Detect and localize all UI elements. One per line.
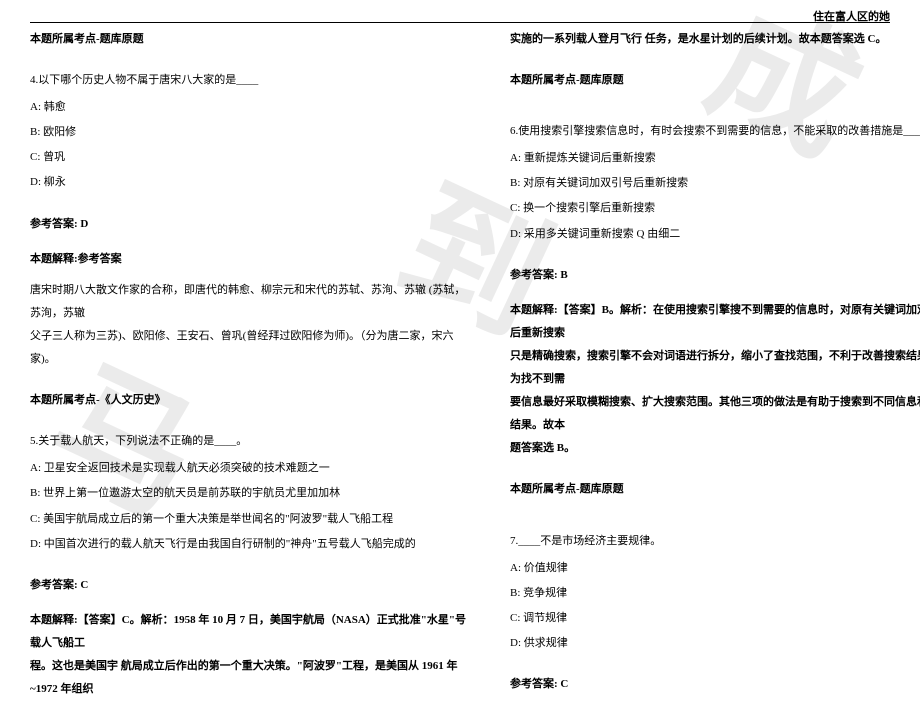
q4-explain-2: 父子三人称为三苏)、欧阳修、王安石、曾巩(曾经拜过欧阳修为师)。（分为唐二家，宋… xyxy=(30,325,470,371)
q6-answer: 参考答案: B xyxy=(510,264,920,287)
q4-answer: 参考答案: D xyxy=(30,213,470,236)
q5-option-b: B: 世界上第一位遨游太空的航天员是前苏联的宇航员尤里加加林 xyxy=(30,482,470,505)
left-column: 本题所属考点-题库原题 4.以下哪个历史人物不属于唐宋八大家的是____ A: … xyxy=(30,28,470,701)
q6-option-c: C: 换一个搜索引擎后重新搜索 xyxy=(510,197,920,220)
q6-explain-2: 只是精确搜索，搜索引擎不会对词语进行拆分，缩小了查找范围，不利于改善搜索结果，因… xyxy=(510,345,920,391)
q4-option-d: D: 柳永 xyxy=(30,171,470,194)
q7-option-c: C: 调节规律 xyxy=(510,607,920,630)
q6-option-a: A: 重新提炼关键词后重新搜索 xyxy=(510,147,920,170)
q7-answer: 参考答案: C xyxy=(510,673,920,696)
q6-text: 6.使用搜索引擎搜索信息时，有时会搜索不到需要的信息，不能采取的改善措施是___… xyxy=(510,120,920,143)
q7-text: 7.____不是市场经济主要规律。 xyxy=(510,530,920,553)
q4-option-a: A: 韩愈 xyxy=(30,96,470,119)
q5-answer: 参考答案: C xyxy=(30,574,470,597)
top-divider xyxy=(30,22,890,23)
topic-label: 本题所属考点-题库原题 xyxy=(30,28,470,51)
q4-text: 4.以下哪个历史人物不属于唐宋八大家的是____ xyxy=(30,69,470,92)
q5-cont: 实施的一系列载人登月飞行 任务，是水星计划的后续计划。故本题答案选 C。 xyxy=(510,28,920,51)
right-column: 实施的一系列载人登月飞行 任务，是水星计划的后续计划。故本题答案选 C。 本题所… xyxy=(510,28,920,701)
q7-option-a: A: 价值规律 xyxy=(510,557,920,580)
q6-category: 本题所属考点-题库原题 xyxy=(510,478,920,501)
q4-explain-1: 唐宋时期八大散文作家的合称，即唐代的韩愈、柳宗元和宋代的苏轼、苏洵、苏辙 (苏轼… xyxy=(30,279,470,325)
q5-option-d: D: 中国首次进行的载人航天飞行是由我国自行研制的"神舟"五号载人飞船完成的 xyxy=(30,533,470,556)
q7-option-d: D: 供求规律 xyxy=(510,632,920,655)
q5-explain-2: 程。这也是美国宇 航局成立后作出的第一个重大决策。"阿波罗"工程，是美国从 19… xyxy=(30,655,470,701)
q5-text: 5.关于载人航天，下列说法不正确的是____。 xyxy=(30,430,470,453)
q6-option-d: D: 采用多关键词重新搜索 Q 由细二 xyxy=(510,223,920,246)
q4-category: 本题所属考点-《人文历史》 xyxy=(30,389,470,412)
page-container: 本题所属考点-题库原题 4.以下哪个历史人物不属于唐宋八大家的是____ A: … xyxy=(30,28,920,701)
q5-option-a: A: 卫星安全返回技术是实现载人航天必须突破的技术难题之一 xyxy=(30,457,470,480)
q7-option-b: B: 竞争规律 xyxy=(510,582,920,605)
q6-explain-1: 本题解释:【答案】B。解析：在使用搜索引擎搜不到需要的信息时，对原有关键词加双引… xyxy=(510,299,920,345)
q6-explain-3: 要信息最好采取模糊搜索、扩大搜索范围。其他三项的做法是有助于搜索到不同信息和更多… xyxy=(510,391,920,437)
q5-option-c: C: 美国宇航局成立后的第一个重大决策是举世闻名的"阿波罗"载人飞船工程 xyxy=(30,508,470,531)
q4-option-c: C: 曾巩 xyxy=(30,146,470,169)
q6-option-b: B: 对原有关键词加双引号后重新搜索 xyxy=(510,172,920,195)
q4-explain-label: 本题解释:参考答案 xyxy=(30,248,470,271)
q6-explain-4: 题答案选 B。 xyxy=(510,437,920,460)
q5-category: 本题所属考点-题库原题 xyxy=(510,69,920,92)
q4-option-b: B: 欧阳修 xyxy=(30,121,470,144)
q5-explain-1: 本题解释:【答案】C。解析：1958 年 10 月 7 日，美国宇航局（NASA… xyxy=(30,609,470,655)
